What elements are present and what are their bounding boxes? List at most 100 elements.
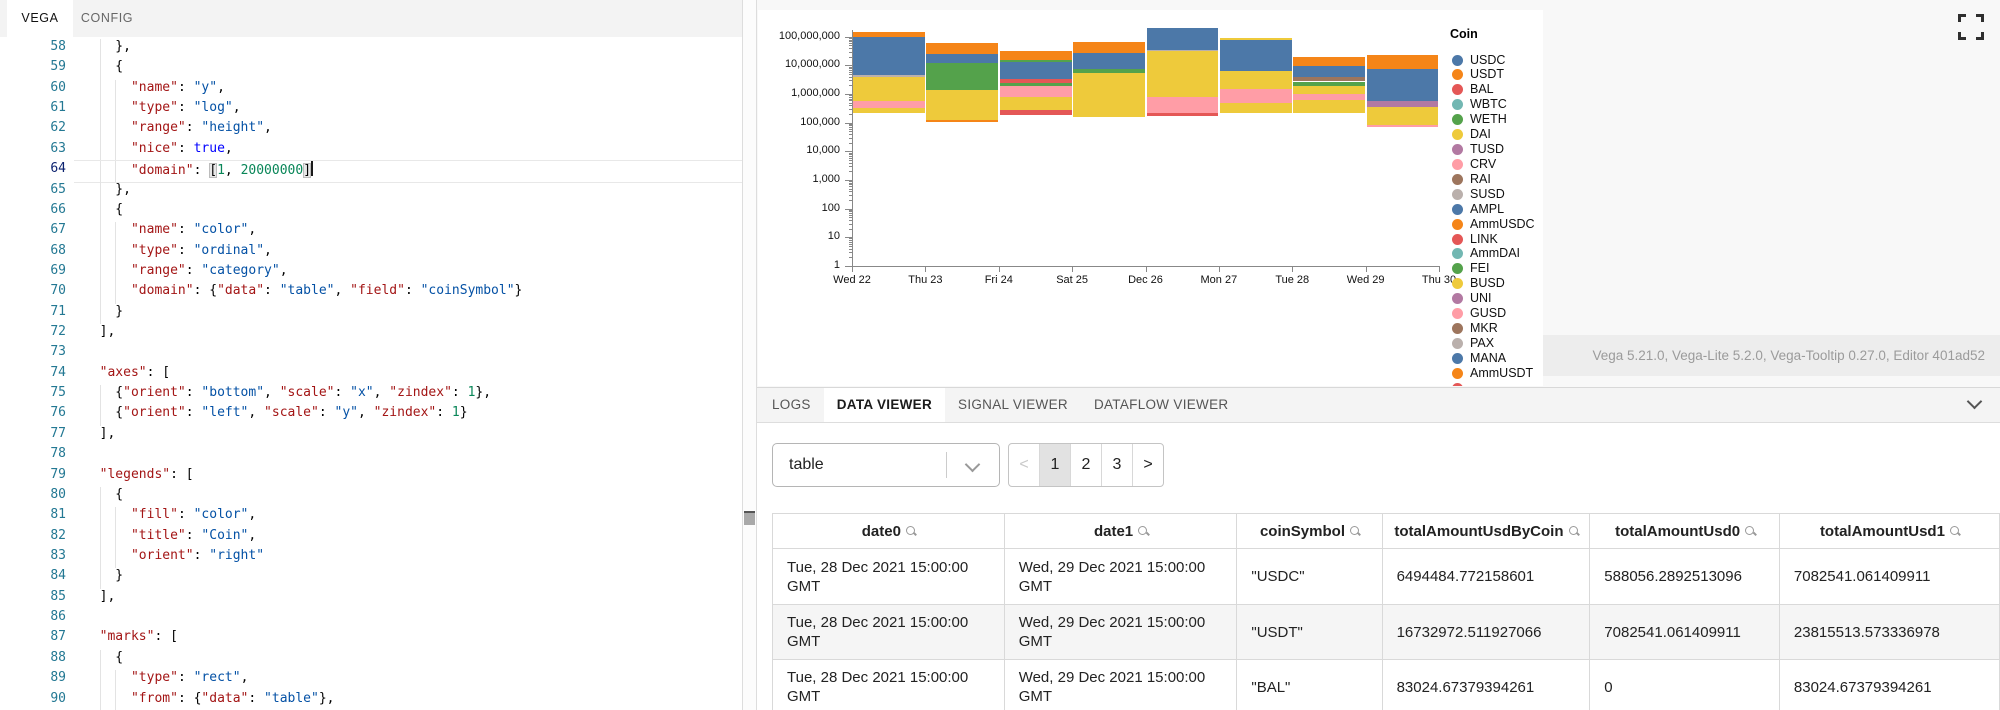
dataset-select[interactable]: table xyxy=(772,443,1000,487)
splitter-grip-icon[interactable] xyxy=(744,511,755,525)
bar-segment-dai[interactable] xyxy=(1146,50,1219,97)
editor-line[interactable]: 74 "axes": [ xyxy=(0,365,742,385)
bar-segment-dai[interactable] xyxy=(853,77,925,101)
bar-segment-susd[interactable] xyxy=(853,74,925,78)
editor-line[interactable]: 80 { xyxy=(0,486,742,508)
editor-line[interactable]: 68 "type": "ordinal", xyxy=(0,242,742,263)
bar-segment-fei[interactable] xyxy=(999,59,1072,62)
bar-segment-usdt[interactable] xyxy=(1293,56,1366,66)
bar-segment-busd[interactable] xyxy=(1219,38,1292,40)
editor-line[interactable]: 58 }, xyxy=(0,39,742,60)
bar-segment-usdt[interactable] xyxy=(1073,42,1145,54)
editor-line[interactable]: 85 ], xyxy=(0,589,742,609)
bar-segment-usdc[interactable] xyxy=(853,36,925,75)
page-button-2[interactable]: 2 xyxy=(1070,444,1101,486)
bar-segment-dai[interactable] xyxy=(1219,71,1292,90)
bar-segment-crv[interactable] xyxy=(853,100,925,109)
editor-line[interactable]: 59 { xyxy=(0,59,742,80)
editor-line[interactable]: 73 xyxy=(0,344,742,364)
collapse-panel-icon[interactable] xyxy=(1966,393,1983,410)
bar-segment-usdt[interactable] xyxy=(1366,54,1439,70)
page-next-button[interactable]: > xyxy=(1132,444,1163,486)
tab-signal-viewer[interactable]: SIGNAL VIEWER xyxy=(958,397,1068,412)
bar-segment-weth[interactable] xyxy=(1073,69,1145,73)
editor-line[interactable]: 63 "nice": true, xyxy=(0,140,742,162)
bar-segment-usdc[interactable] xyxy=(1366,69,1439,101)
editor-line[interactable]: 86 xyxy=(0,609,742,629)
editor-line[interactable]: 67 "name": "color", xyxy=(0,222,742,243)
editor-line[interactable]: 71 } xyxy=(0,303,742,325)
bar-segment-rai[interactable] xyxy=(1293,76,1366,82)
editor-line[interactable]: 75 {"orient": "bottom", "scale": "x", "z… xyxy=(0,385,742,406)
bar-segment-usdt[interactable] xyxy=(853,32,925,37)
page-button-1[interactable]: 1 xyxy=(1039,444,1070,486)
bar-segment-tusd[interactable] xyxy=(1366,100,1439,107)
editor-line[interactable]: 79 "legends": [ xyxy=(0,467,742,487)
bar-segment-crv[interactable] xyxy=(1366,125,1439,127)
tab-logs[interactable]: LOGS xyxy=(772,397,811,412)
bar-segment-crv[interactable] xyxy=(999,85,1072,98)
bar-segment-dai[interactable] xyxy=(999,97,1072,110)
page-prev-button[interactable]: < xyxy=(1019,456,1029,473)
editor-line[interactable]: 78 xyxy=(0,446,742,466)
bar-segment-bal[interactable] xyxy=(999,79,1072,83)
editor-line[interactable]: 72 ], xyxy=(0,324,742,344)
editor-line[interactable]: 70 "domain": {"data": "table", "field": … xyxy=(0,283,742,304)
bar-segment-busd[interactable] xyxy=(853,108,925,114)
tab-config[interactable]: CONFIG xyxy=(80,11,134,25)
editor-line[interactable]: 81 "fill": "color", xyxy=(0,507,742,528)
editor-line[interactable]: 60 "name": "y", xyxy=(0,79,742,101)
bar-segment-usdc[interactable] xyxy=(1219,39,1292,72)
bar-segment-usdc[interactable] xyxy=(1146,28,1219,50)
bar-segment-dai[interactable] xyxy=(1293,85,1366,94)
bar-segment-usdc[interactable] xyxy=(1073,53,1145,70)
bar-segment-usdc[interactable] xyxy=(1293,65,1366,77)
bar-segment-susd[interactable] xyxy=(1146,49,1219,51)
editor-line[interactable]: 66 { xyxy=(0,201,742,223)
bar-segment-ammusdc[interactable] xyxy=(926,119,999,123)
bar-segment-usdt[interactable] xyxy=(926,43,999,55)
column-search-icon[interactable] xyxy=(1949,525,1959,535)
column-search-icon[interactable] xyxy=(1745,525,1755,535)
bar-segment-fei[interactable] xyxy=(1293,81,1366,86)
bar-segment-crv[interactable] xyxy=(1146,96,1219,114)
bar-segment-crv[interactable] xyxy=(1219,89,1292,103)
bar-segment-usdc[interactable] xyxy=(926,54,999,64)
bar-segment-link[interactable] xyxy=(1146,113,1219,117)
editor-line[interactable]: 88 { xyxy=(0,649,742,671)
editor-line[interactable]: 87 "marks": [ xyxy=(0,629,742,649)
pane-splitter[interactable] xyxy=(742,0,757,710)
column-search-icon[interactable] xyxy=(1349,525,1359,535)
bar-segment-weth[interactable] xyxy=(999,82,1072,86)
editor-line[interactable]: 83 "orient": "right" xyxy=(0,548,742,569)
column-search-icon[interactable] xyxy=(1568,525,1578,535)
column-search-icon[interactable] xyxy=(1138,525,1148,535)
fullscreen-icon[interactable] xyxy=(1958,14,1984,40)
editor-line[interactable]: 61 "type": "log", xyxy=(0,100,742,121)
bar-segment-weth[interactable] xyxy=(926,63,999,90)
editor-line[interactable]: 90 "from": {"data": "table"}, xyxy=(0,690,742,710)
editor-line[interactable]: 62 "range": "height", xyxy=(0,120,742,141)
page-button-3[interactable]: 3 xyxy=(1101,444,1132,486)
editor-line[interactable]: 84 } xyxy=(0,568,742,589)
bar-segment-busd[interactable] xyxy=(1219,102,1292,114)
bar-segment-busd[interactable] xyxy=(1293,99,1366,114)
bar-segment-usdt[interactable] xyxy=(999,51,1072,60)
code-editor[interactable]: 58 }, 59 {60 "name": "y", 61 "type": "log"… xyxy=(0,37,742,710)
column-search-icon[interactable] xyxy=(905,525,915,535)
tab-vega[interactable]: VEGA xyxy=(7,0,73,37)
editor-line[interactable]: 89 "type": "rect", xyxy=(0,670,742,691)
editor-line[interactable]: 77 ], xyxy=(0,426,742,446)
editor-line[interactable]: 82 "title": "Coin", xyxy=(0,527,742,548)
tab-data-viewer[interactable]: DATA VIEWER xyxy=(823,388,946,422)
editor-line[interactable]: 65 }, xyxy=(0,181,742,202)
editor-line[interactable]: 69 "range": "category", xyxy=(0,262,742,284)
bar-segment-dai[interactable] xyxy=(926,89,999,120)
bar-segment-dai[interactable] xyxy=(1366,106,1439,125)
bar-segment-usdc[interactable] xyxy=(999,61,1072,80)
bar-segment-dai[interactable] xyxy=(1073,72,1145,117)
editor-line[interactable]: 76 {"orient": "left", "scale": "y", "zin… xyxy=(0,405,742,426)
editor-line[interactable]: 64 "domain": [1, 20000000] xyxy=(0,160,742,183)
bar-segment-crv[interactable] xyxy=(1293,93,1366,100)
tab-dataflow-viewer[interactable]: DATAFLOW VIEWER xyxy=(1093,397,1229,412)
